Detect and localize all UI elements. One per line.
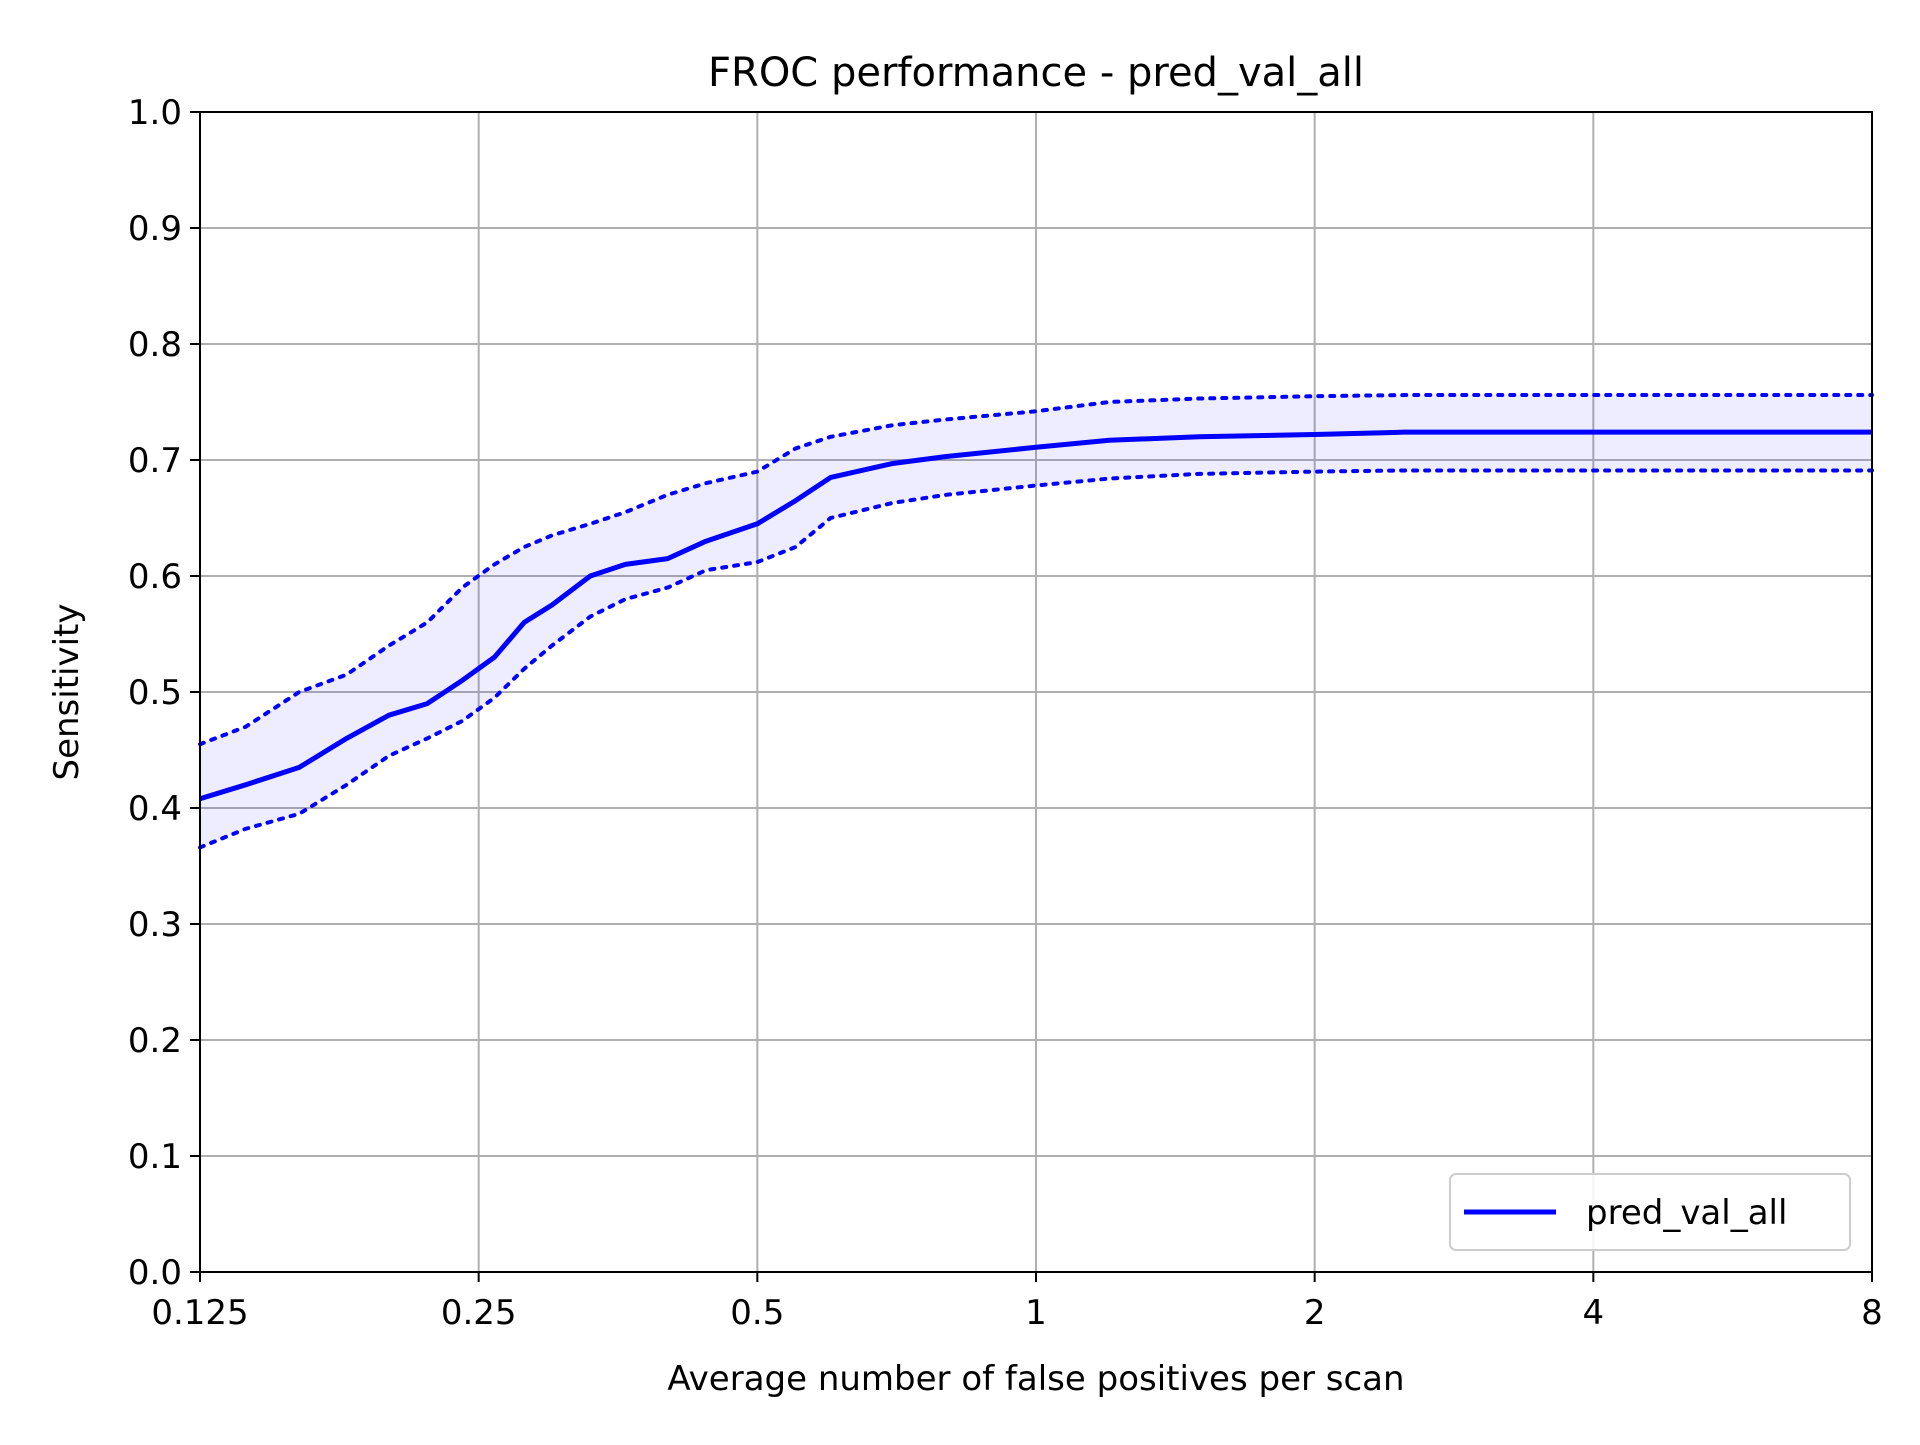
x-tick-label: 0.25 xyxy=(441,1293,517,1333)
x-tick-label: 2 xyxy=(1304,1293,1326,1333)
legend: pred_val_all xyxy=(1449,1173,1851,1251)
x-tick-label: 8 xyxy=(1861,1293,1883,1333)
x-tick-label: 1 xyxy=(1025,1293,1047,1333)
legend-label-pred-val-all: pred_val_all xyxy=(1586,1193,1787,1233)
x-axis-label: Average number of false positives per sc… xyxy=(667,1359,1404,1399)
x-tick-label: 0.5 xyxy=(730,1293,784,1333)
y-tick-label: 0.6 xyxy=(128,557,182,597)
y-tick-label: 0.9 xyxy=(128,209,182,249)
y-tick-label: 0.7 xyxy=(128,441,182,481)
y-tick-label: 0.8 xyxy=(128,325,182,365)
y-tick-label: 1.0 xyxy=(128,93,182,133)
x-tick-label: 4 xyxy=(1583,1293,1605,1333)
y-tick-label: 0.3 xyxy=(128,905,182,945)
series-layer xyxy=(198,393,1874,850)
series-line-pred-val-all xyxy=(199,429,1872,802)
y-tick-label: 0.4 xyxy=(128,789,182,829)
y-tick-label: 0.5 xyxy=(128,673,182,713)
legend-box xyxy=(1449,1173,1851,1251)
x-tick-label: 0.125 xyxy=(151,1293,248,1333)
y-tick-label: 0.2 xyxy=(128,1021,182,1061)
chart-title: FROC performance - pred_val_all xyxy=(708,50,1364,96)
confidence-band xyxy=(200,395,1872,848)
y-tick-label: 0.1 xyxy=(128,1137,182,1177)
y-tick-label: 0.0 xyxy=(128,1253,182,1293)
upper-bound-line xyxy=(198,393,1874,747)
tick-layer: 0.125 0.25 0.5 1 2 4 8 0.0 0.1 0.2 0.3 0.4 0.5 0.6 0.7… xyxy=(128,93,1883,1333)
y-axis-label: Sensitivity xyxy=(47,603,87,780)
